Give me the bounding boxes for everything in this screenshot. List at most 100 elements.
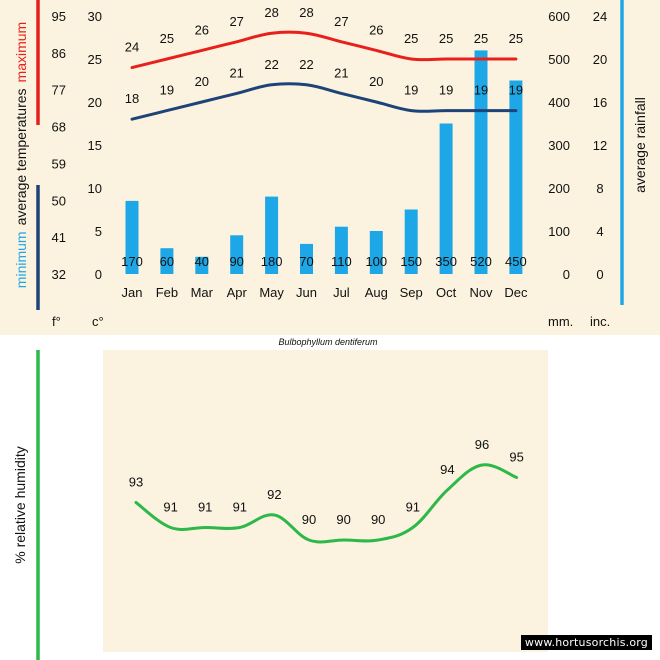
- inches-tick-label: 16: [593, 95, 607, 110]
- fahrenheit-tick-label: 77: [52, 83, 66, 98]
- month-label: Aug: [365, 285, 388, 300]
- maximum-label: maximum: [13, 22, 29, 83]
- minimum-temperature-value-label: 21: [229, 65, 243, 80]
- month-label: Sep: [400, 285, 423, 300]
- fahrenheit-tick-label: 59: [52, 156, 66, 171]
- rainfall-bars: 170 60 40 90 180 70 110 100 150 350 520 450: [121, 50, 527, 275]
- mm-tick-label: 100: [548, 224, 570, 239]
- maximum-temperature-value-label: 26: [369, 22, 383, 37]
- temperature-rainfall-panel-background: [0, 0, 660, 335]
- minimum-temperature-value-label: 19: [404, 83, 418, 98]
- rainfall-bar: [195, 256, 209, 274]
- rainfall-bar: [404, 209, 418, 274]
- rainfall-value-label: 70: [299, 254, 313, 269]
- rainfall-bar: [474, 50, 488, 275]
- humidity-panel-background: [103, 350, 548, 652]
- celsius-tick-label: 15: [88, 138, 102, 153]
- temperature-lines: 24 25 26 27 28 28 27 26 25 25 25 25 18 19 20 21 22 22 21 20…: [125, 5, 523, 121]
- fahrenheit-tick-label: 32: [52, 267, 66, 282]
- maximum-temperature-value-label: 26: [195, 22, 209, 37]
- mm-tick-label: 0: [563, 267, 570, 282]
- humidity-value-label: 93: [129, 475, 143, 490]
- rainfall-value-label: 170: [121, 254, 143, 269]
- humidity-value-label: 91: [198, 500, 212, 515]
- minimum-temperature-line: [130, 82, 518, 121]
- left-axis-title: minimum average temperatures maximum: [13, 22, 29, 288]
- month-label: Jul: [333, 285, 350, 300]
- celsius-unit-label: c°: [92, 314, 104, 329]
- rainfall-value-label: 350: [435, 254, 457, 269]
- month-label: Nov: [469, 285, 493, 300]
- humidity-value-label: 91: [233, 500, 247, 515]
- humidity-value-label: 90: [371, 512, 385, 527]
- rainfall-bar: [265, 196, 279, 274]
- rainfall-value-label: 60: [160, 254, 174, 269]
- rainfall-value-label: 150: [400, 254, 422, 269]
- month-label: Feb: [156, 285, 178, 300]
- mm-unit-label: mm.: [548, 314, 573, 329]
- rainfall-value-label: 180: [261, 254, 283, 269]
- maximum-temperature-value-label: 25: [439, 31, 453, 46]
- month-label: Oct: [436, 285, 457, 300]
- humidity-value-label: 91: [163, 500, 177, 515]
- maximum-temperature-value-label: 25: [474, 31, 488, 46]
- maximum-temperature-value-label: 24: [125, 40, 139, 55]
- fahrenheit-tick-label: 50: [52, 193, 66, 208]
- celsius-tick-label: 10: [88, 181, 102, 196]
- maximum-temperature-value-label: 25: [404, 31, 418, 46]
- month-label: Dec: [504, 285, 528, 300]
- celsius-tick-label: 30: [88, 9, 102, 24]
- minimum-temperature-value-label: 19: [474, 83, 488, 98]
- minimum-temperature-value-label: 18: [125, 91, 139, 106]
- watermark: www.hortusorchis.org: [520, 635, 652, 650]
- celsius-tick-label: 25: [88, 52, 102, 67]
- humidity-value-label: 91: [406, 500, 420, 515]
- minimum-label: minimum: [13, 231, 29, 288]
- species-caption: Bulbophyllum dentiferum: [278, 337, 378, 347]
- month-label: Jun: [296, 285, 317, 300]
- inches-tick-label: 4: [596, 224, 603, 239]
- humidity-line: 93 91 91 91 92 90 90 90 91 94 96 95: [129, 437, 524, 544]
- humidity-value-label: 90: [302, 512, 316, 527]
- inches-tick-label: 12: [593, 138, 607, 153]
- fahrenheit-tick-label: 95: [52, 9, 66, 24]
- month-labels: Jan Feb Mar Apr May Jun Jul Aug Sep Oct Nov Dec: [122, 285, 528, 300]
- maximum-temperature-value-label: 28: [299, 5, 313, 20]
- inches-tick-label: 8: [596, 181, 603, 196]
- celsius-axis: 30 25 20 15 10 5 0: [88, 9, 102, 282]
- inches-tick-label: 24: [593, 9, 607, 24]
- rainfall-bar: [125, 200, 139, 274]
- humidity-value-label: 95: [509, 450, 523, 465]
- humidity-value-label: 96: [475, 437, 489, 452]
- rainfall-value-label: 520: [470, 254, 492, 269]
- maximum-temperature-value-label: 25: [509, 31, 523, 46]
- celsius-tick-label: 0: [95, 267, 102, 282]
- inches-unit-label: inc.: [590, 314, 610, 329]
- minimum-temperature-value-label: 19: [439, 83, 453, 98]
- month-label: May: [259, 285, 284, 300]
- maximum-temperature-value-label: 27: [334, 14, 348, 29]
- fahrenheit-axis: 95 86 77 68 59 50 41 32: [52, 9, 66, 282]
- fahrenheit-tick-label: 41: [52, 230, 66, 245]
- maximum-temperature-value-label: 27: [229, 14, 243, 29]
- mm-tick-label: 500: [548, 52, 570, 67]
- month-label: Mar: [191, 285, 214, 300]
- rainfall-bar: [439, 123, 453, 274]
- celsius-tick-label: 20: [88, 95, 102, 110]
- mm-tick-label: 400: [548, 95, 570, 110]
- inches-tick-label: 0: [596, 267, 603, 282]
- inches-tick-label: 20: [593, 52, 607, 67]
- humidity-value-label: 94: [440, 462, 454, 477]
- maximum-temperature-line: [130, 30, 518, 70]
- rainfall-bar: [334, 226, 348, 274]
- mm-axis: 600 500 400 300 200 100 0: [548, 9, 570, 282]
- fahrenheit-tick-label: 86: [52, 46, 66, 61]
- rainfall-value-label: 450: [505, 254, 527, 269]
- mm-tick-label: 600: [548, 9, 570, 24]
- rainfall-bar: [230, 235, 244, 274]
- inches-axis: 24 20 16 12 8 4 0: [593, 9, 607, 282]
- minimum-temperature-value-label: 22: [264, 57, 278, 72]
- axis-title-middle: average temperatures: [13, 88, 29, 225]
- minimum-temperature-value-label: 22: [299, 57, 313, 72]
